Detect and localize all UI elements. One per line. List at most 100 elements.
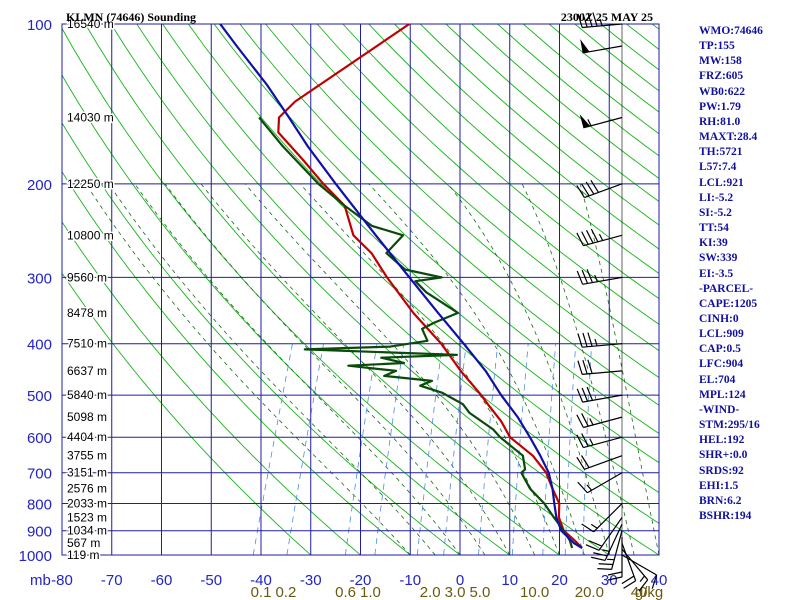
wind-barb bbox=[576, 228, 623, 247]
height-label: 3755 m bbox=[67, 449, 107, 463]
valid-time: 2300Z 25 MAY 25 bbox=[561, 10, 653, 24]
sounding-index-item: L57:7.4 bbox=[699, 161, 737, 174]
mixing-ratio-line bbox=[582, 343, 593, 555]
height-label: 7510 m bbox=[67, 337, 107, 351]
sounding-index-item: EI:-3.5 bbox=[699, 267, 734, 280]
temperature-tick-label: -40 bbox=[250, 572, 272, 589]
wind-barb bbox=[577, 472, 623, 494]
temperature-tick-label: -20 bbox=[350, 572, 372, 589]
wind-barb bbox=[577, 12, 623, 29]
dry-adiabat-line bbox=[187, 24, 659, 464]
temperature-tick-label: -80 bbox=[51, 572, 73, 589]
sounding-index-item: LCL:909 bbox=[699, 328, 744, 341]
sounding-index-item: RH:81.0 bbox=[699, 115, 741, 128]
moist-adiabat-line bbox=[200, 183, 511, 555]
mixing-ratio-label: 40 bbox=[631, 584, 648, 600]
sounding-index-item: -WIND- bbox=[699, 403, 740, 416]
sounding-index-item: STM:295/16 bbox=[699, 419, 760, 432]
mixing-ratio-label: 0.2 bbox=[275, 584, 296, 600]
mixing-ratio-line bbox=[252, 343, 293, 555]
moist-adiabat-line bbox=[368, 183, 585, 555]
temperature-tick-label: 0 bbox=[456, 572, 464, 589]
temperature-tick-label: -50 bbox=[200, 572, 222, 589]
height-label: 5098 m bbox=[67, 410, 107, 424]
plot-frame bbox=[61, 23, 660, 556]
dry-adiabat-line bbox=[62, 272, 312, 555]
wind-barb bbox=[621, 542, 637, 589]
wind-barb bbox=[577, 359, 623, 375]
sounding-index-item: CINH:0 bbox=[699, 312, 739, 325]
parcel-profile-line bbox=[219, 24, 583, 549]
wind-barb bbox=[576, 179, 623, 199]
mixing-ratio-label: 10.0 bbox=[520, 584, 549, 600]
mixing-ratio-label: g/kg bbox=[635, 584, 663, 600]
height-label: 2576 m bbox=[67, 482, 107, 496]
mixing-ratio-line bbox=[443, 343, 467, 555]
dry-adiabat-line bbox=[62, 122, 461, 555]
wind-barb bbox=[585, 517, 623, 551]
mixing-ratio-label: 20.0 bbox=[575, 584, 604, 600]
dry-adiabat-line bbox=[239, 24, 659, 406]
height-label: 1523 m bbox=[67, 511, 107, 525]
temperature-tick-label: 20 bbox=[551, 572, 568, 589]
pressure-tick-label: 500 bbox=[27, 388, 52, 405]
dewpoint-profile-line bbox=[258, 116, 574, 549]
height-label: 8478 m bbox=[67, 306, 107, 320]
height-label: 6637 m bbox=[67, 364, 107, 378]
height-label: 16540 m bbox=[67, 17, 114, 31]
sounding-index-item: LI:-5.2 bbox=[699, 191, 734, 204]
pressure-axis-unit: mb bbox=[30, 572, 51, 589]
height-label: 119 m bbox=[67, 548, 99, 562]
dry-adiabat-line bbox=[213, 24, 659, 435]
mixing-ratio-label: 3.0 bbox=[445, 584, 466, 600]
temperature-profile-line bbox=[277, 24, 583, 549]
mixing-ratio-label: 2.0 bbox=[420, 584, 441, 600]
dry-adiabat-line bbox=[394, 24, 659, 250]
dry-adiabat-line bbox=[342, 24, 659, 300]
wind-barb bbox=[577, 332, 623, 348]
pressure-tick-label: 700 bbox=[27, 466, 52, 483]
pressure-tick-label: 400 bbox=[27, 337, 52, 354]
sounding-index-item: TH:5721 bbox=[699, 146, 743, 159]
pressure-tick-label: 200 bbox=[27, 177, 52, 194]
isobar-isotherm-grid bbox=[61, 23, 660, 556]
temperature-tick-label: 10 bbox=[501, 572, 518, 589]
temperature-tick-label: -60 bbox=[151, 572, 173, 589]
wind-barb bbox=[576, 269, 623, 285]
sounding-index-item: FRZ:605 bbox=[699, 70, 744, 83]
sounding-index-item: MAXT:28.4 bbox=[699, 131, 758, 144]
dry-adiabat-line bbox=[291, 24, 659, 352]
wind-barb-column bbox=[576, 12, 658, 592]
wind-barb bbox=[576, 386, 623, 403]
sounding-index-item: HEL:192 bbox=[699, 434, 745, 447]
skewt-background-lines bbox=[62, 24, 659, 555]
dry-adiabat-line bbox=[62, 221, 361, 555]
pressure-tick-label: 1000 bbox=[19, 548, 52, 565]
mixing-ratio-label: 0.6 bbox=[335, 584, 356, 600]
sounding-index-item: BSHR:194 bbox=[699, 510, 752, 522]
sounding-index-item: LCL:921 bbox=[699, 176, 744, 189]
dry-adiabat-line bbox=[62, 170, 411, 555]
chart-header: KLMN (74646) Sounding 2300Z 25 MAY 25 bbox=[66, 10, 653, 24]
pressure-tick-label: 800 bbox=[27, 497, 52, 514]
moist-adiabat-line bbox=[85, 183, 411, 555]
height-label: 567 m bbox=[67, 536, 100, 550]
height-label: 12250 m bbox=[67, 177, 114, 191]
mixing-ratio-line bbox=[286, 343, 324, 555]
sounding-index-item: EL:704 bbox=[699, 373, 736, 386]
sounding-profiles bbox=[219, 24, 583, 549]
dry-adiabat-line bbox=[368, 24, 659, 275]
height-label: 4404 m bbox=[67, 430, 107, 444]
sounding-indices-list: WMO:74646 TP:155 MW:158 FRZ:605 WB0:622 PW:1.… bbox=[699, 24, 799, 524]
sounding-index-item: CAP:0.5 bbox=[699, 343, 741, 356]
pressure-tick-label: 600 bbox=[27, 430, 52, 447]
sounding-index-item: SW:339 bbox=[699, 252, 738, 265]
dry-adiabat-line bbox=[136, 24, 659, 524]
height-label: 3151 m bbox=[67, 466, 107, 480]
pressure-tick-label: 900 bbox=[27, 524, 52, 541]
sounding-index-item: BRN:6.2 bbox=[699, 494, 742, 507]
temperature-tick-label: 40 bbox=[651, 572, 668, 589]
sounding-index-item: SI:-5.2 bbox=[699, 206, 732, 219]
height-label: 1034 m bbox=[67, 524, 107, 538]
